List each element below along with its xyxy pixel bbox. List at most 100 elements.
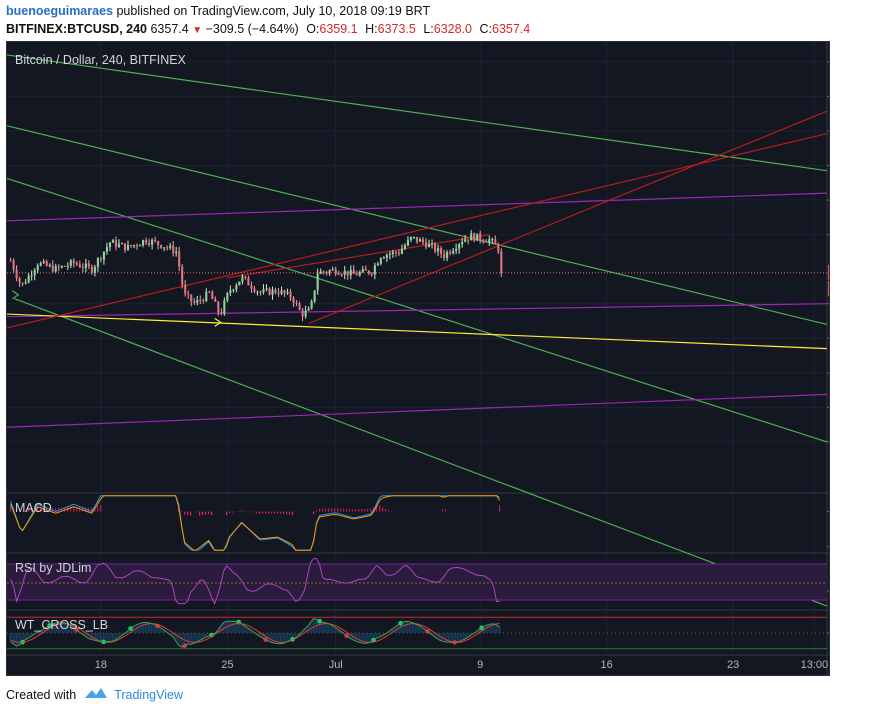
- trend-line: [7, 192, 828, 222]
- candle-body: [379, 258, 382, 264]
- candle-body: [494, 239, 497, 245]
- candle-body: [328, 270, 331, 273]
- candle-body: [211, 291, 214, 300]
- candle-body: [403, 245, 407, 249]
- candle-body: [346, 270, 349, 276]
- candle-body: [145, 240, 148, 243]
- candle-body: [27, 275, 30, 283]
- symbol-label: BITFINEX:BTCUSD, 240: [6, 22, 147, 36]
- candle-body: [415, 236, 419, 242]
- candle-body: [427, 243, 431, 248]
- trend-line: [14, 297, 828, 607]
- candle-body: [313, 290, 316, 302]
- candle-body: [437, 248, 440, 252]
- candle-body: [488, 239, 491, 243]
- candle-body: [160, 244, 163, 249]
- candle-body: [277, 292, 280, 294]
- candle-body: [175, 251, 178, 254]
- candle-body: [24, 282, 27, 284]
- candle-body: [373, 265, 376, 275]
- main-chart-title: Bitcoin / Dollar, 240, BITFINEX: [15, 53, 187, 67]
- tradingview-link[interactable]: TradingView: [114, 687, 183, 702]
- candle-body: [184, 284, 187, 294]
- candle-body: [178, 251, 181, 267]
- candle-body: [319, 271, 322, 274]
- x-tick-label: 16: [601, 659, 613, 671]
- candle-body: [126, 244, 130, 250]
- candle-body: [325, 272, 328, 274]
- candle-body: [418, 239, 422, 242]
- candle-body: [491, 239, 494, 241]
- chart-area[interactable]: 1825Jul9162313:008800.08400.08000.07600.…: [6, 41, 830, 676]
- candle-body: [90, 266, 93, 273]
- candle-body: [51, 265, 54, 272]
- candle-body: [169, 245, 172, 248]
- footer: Created with TradingView: [6, 686, 183, 703]
- candle-body: [364, 269, 367, 271]
- candle-body: [187, 293, 190, 295]
- candle-body: [190, 294, 193, 302]
- candle-body: [358, 272, 361, 276]
- candle-body: [476, 233, 479, 241]
- candle-body: [72, 260, 75, 264]
- candle-body: [148, 242, 151, 245]
- macd-line: [10, 495, 500, 551]
- candle-body: [172, 245, 175, 254]
- candle-body: [340, 274, 343, 276]
- candle-body: [467, 239, 470, 241]
- candle-body: [205, 291, 208, 302]
- candle-body: [54, 266, 57, 272]
- candle-body: [66, 265, 69, 267]
- candle-body: [120, 243, 124, 245]
- candle-body: [96, 258, 99, 267]
- candle-body: [355, 273, 358, 276]
- candle-body: [84, 263, 87, 268]
- candle-body: [440, 248, 443, 254]
- candle-body: [286, 291, 289, 294]
- trend-line: [7, 303, 828, 318]
- candle-body: [87, 263, 90, 267]
- candle-body: [500, 251, 503, 273]
- candle-body: [446, 252, 449, 258]
- candle-body: [304, 310, 307, 317]
- candle-body: [406, 239, 410, 246]
- candle-body: [331, 269, 334, 271]
- candle-body: [283, 290, 286, 294]
- rsi-line: [10, 558, 500, 605]
- candle-body: [280, 290, 283, 294]
- candle-body: [63, 265, 66, 267]
- candle-body: [30, 275, 33, 277]
- candle-body: [33, 270, 36, 276]
- candle-body: [400, 248, 404, 254]
- chart-canvas[interactable]: 1825Jul9162313:008800.08400.08000.07600.…: [7, 42, 829, 675]
- candle-body: [409, 236, 413, 240]
- candle-body: [349, 269, 352, 276]
- price-label-box: [828, 264, 829, 280]
- close-value: 6357.4: [492, 22, 531, 36]
- x-tick-label: 23: [727, 659, 739, 671]
- trend-line: [7, 54, 828, 172]
- candle-body: [93, 266, 96, 273]
- candle-body: [114, 240, 118, 247]
- candle-body: [361, 269, 364, 273]
- candle-body: [382, 257, 385, 259]
- candle-body: [470, 233, 473, 241]
- high-value: 6373.5: [377, 22, 416, 36]
- low-value: 6328.0: [433, 22, 473, 36]
- candle-body: [262, 289, 265, 293]
- x-tick-label: 13:00: [801, 659, 829, 671]
- candle-body: [452, 250, 455, 254]
- candle-body: [208, 291, 211, 293]
- candle-body: [78, 264, 81, 268]
- candle-body: [220, 312, 223, 314]
- candle-body: [295, 302, 298, 304]
- candle-body: [412, 236, 416, 238]
- author-link[interactable]: buenoeguimaraes: [6, 4, 113, 18]
- candle-body: [45, 261, 48, 266]
- candle-body: [316, 273, 319, 291]
- candle-body: [250, 285, 253, 289]
- candle-body: [163, 247, 166, 249]
- x-tick-label: 9: [477, 659, 483, 671]
- candle-body: [81, 267, 84, 269]
- candle-body: [259, 291, 262, 293]
